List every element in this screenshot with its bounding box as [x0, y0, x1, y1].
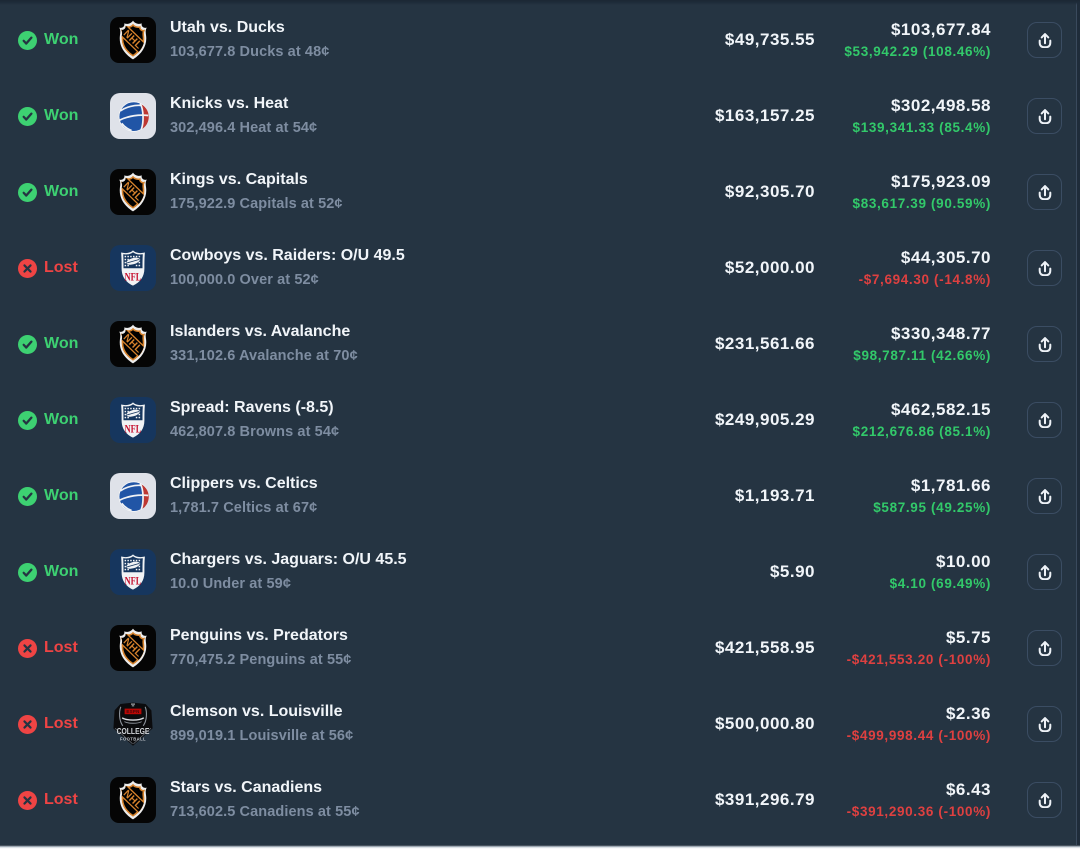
svg-text:FOOTBALL: FOOTBALL	[120, 736, 146, 741]
svg-text:NFL: NFL	[125, 423, 142, 436]
svg-text:NFL: NFL	[125, 271, 142, 284]
svg-text:NFL: NFL	[125, 575, 142, 588]
svg-text:ESPN: ESPN	[126, 709, 139, 714]
svg-text:COLLEGE: COLLEGE	[117, 726, 150, 736]
